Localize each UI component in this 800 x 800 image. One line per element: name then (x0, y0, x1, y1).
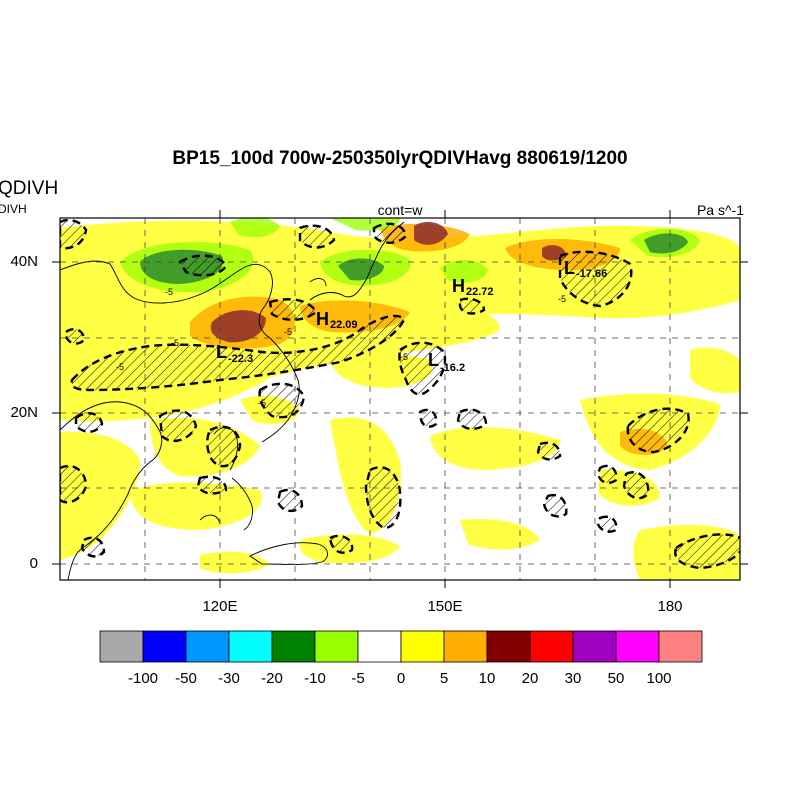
colorbar-label: -10 (304, 670, 326, 687)
units-label: Pa s^-1 (696, 202, 744, 218)
colorbar-label: 20 (521, 670, 539, 687)
extremum-value: 22.72 (466, 286, 494, 298)
extremum-value: -17.66 (576, 268, 607, 280)
map-frame (59, 217, 741, 581)
contour-label: -5 (558, 294, 566, 304)
colorbar-box (357, 630, 402, 663)
colorbar-label: -20 (261, 670, 283, 687)
colorbar (99, 630, 703, 663)
contour-label: -5 (258, 398, 266, 408)
coastlines (60, 221, 405, 580)
colorbar-label: 0 (396, 670, 406, 687)
colorbar-box (314, 630, 359, 663)
contour-label: -5 (171, 338, 179, 348)
extremum-value: -22.3 (228, 353, 253, 365)
extrema-labels: H 22.72 H 22.09 L -17.66 L -22.3 L -16.2 (216, 258, 607, 374)
colorbar-label: 10 (478, 670, 496, 687)
colorbar-label: -100 (127, 670, 159, 687)
colorbar-box (400, 630, 445, 663)
extremum-type: L (564, 258, 575, 278)
contour-label: -5 (400, 352, 408, 362)
colorbar-box (486, 630, 531, 663)
colorbar-box (228, 630, 273, 663)
colorbar-box (185, 630, 230, 663)
colorbar-box (615, 630, 660, 663)
colorbar-box (572, 630, 617, 663)
colorbar-box (658, 630, 703, 663)
plot-title: BP15_100d 700w-250350lyrQDIVHavg 880619/… (172, 148, 628, 169)
left-string: QDIVH (0, 178, 59, 199)
center-string: cont=w (377, 202, 423, 218)
lat-label: 20N (10, 404, 38, 421)
ticks (52, 210, 748, 588)
colorbar-box (529, 630, 574, 663)
extremum-type: H (316, 309, 329, 329)
colorbar-label: 30 (564, 670, 582, 687)
colorbar-label: -5 (351, 670, 365, 687)
contour-label: -5 (116, 362, 124, 372)
contour-labels: -5 -5 -5 -5 -5 -5 -5 (116, 287, 566, 408)
colorbar-label: 100 (646, 670, 672, 687)
colorbar-box (271, 630, 316, 663)
lon-label: 120E (202, 598, 238, 615)
extremum-type: L (428, 350, 439, 370)
colorbar-box (99, 630, 144, 663)
colorbar-label: -50 (175, 670, 197, 687)
map-field (60, 218, 740, 580)
extremum-value: 22.09 (330, 319, 358, 331)
extremum-type: L (216, 342, 227, 362)
negative-contours (60, 218, 740, 570)
lon-label: 150E (427, 598, 463, 615)
colorbar-box (142, 630, 187, 663)
colorbar-box (443, 630, 488, 663)
grid (60, 218, 740, 580)
extremum-type: H (452, 276, 465, 296)
lon-label: 180 (657, 598, 683, 615)
contour-label: -5 (284, 327, 292, 337)
colorbar-label: -30 (218, 670, 240, 687)
lat-label: 0 (29, 555, 38, 572)
extremum-value: -16.2 (440, 362, 465, 374)
left-substring: DIVH (0, 202, 27, 216)
contour-label: -5 (165, 287, 173, 297)
lat-label: 40N (10, 253, 38, 270)
colorbar-label: 50 (607, 670, 625, 687)
colorbar-label: 5 (439, 670, 449, 687)
